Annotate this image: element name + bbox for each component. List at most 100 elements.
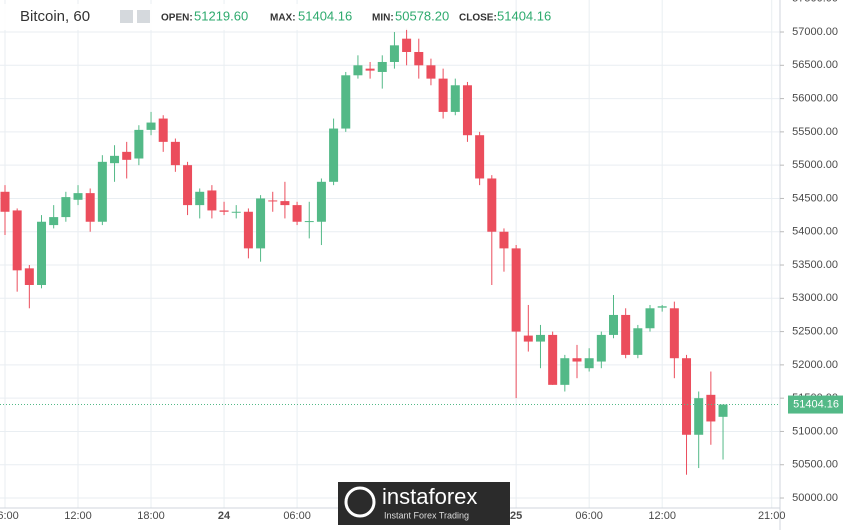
y-tick-label: 52500.00	[792, 325, 838, 337]
candle-body	[195, 191, 205, 206]
y-tick-label: 50500.00	[792, 459, 838, 471]
candle-body	[682, 358, 692, 435]
y-tick-label: 55500.00	[792, 126, 838, 138]
candle-body	[329, 128, 339, 182]
candle-body	[231, 211, 241, 213]
candle-body	[97, 161, 107, 222]
logo: instaforex Instant Forex Trading	[338, 482, 510, 525]
min-value: 50578.20	[395, 8, 449, 23]
open-label: OPEN:	[161, 13, 193, 24]
candle-body	[61, 197, 71, 218]
candle-body	[535, 334, 545, 342]
candle-body	[73, 193, 83, 200]
x-tick-label: 24	[218, 510, 231, 522]
candle-body	[316, 181, 326, 222]
candle-body	[49, 217, 59, 226]
y-tick-label: 57500.00	[792, 0, 838, 5]
header: Bitcoin, 60 OPEN: 51219.60 MAX: 51404.16…	[0, 4, 551, 30]
y-tick-label: 53000.00	[792, 292, 838, 304]
logo-icon	[344, 486, 376, 518]
max-value: 51404.16	[298, 8, 352, 23]
x-tick-label: 21:00	[758, 510, 786, 522]
candle-body	[341, 75, 351, 129]
candle-body	[475, 135, 485, 179]
logo-name: instaforex	[382, 484, 477, 509]
candle-body	[37, 221, 47, 285]
candle-body	[548, 334, 558, 385]
candle-body	[268, 200, 278, 202]
candle-body	[122, 151, 132, 160]
candle-body	[256, 198, 266, 249]
candle-body	[85, 193, 95, 222]
candle-body	[24, 268, 34, 285]
candle-body	[621, 314, 631, 355]
y-tick-label: 54500.00	[792, 192, 838, 204]
candles	[0, 28, 780, 475]
x-tick-label: 12:00	[64, 510, 92, 522]
open-value: 51219.60	[194, 8, 248, 23]
candle-body	[487, 178, 497, 232]
x-tick-label: 18:00	[137, 510, 165, 522]
candle-body	[718, 404, 728, 417]
grid	[0, 0, 780, 508]
x-tick-label: 06:00	[283, 510, 311, 522]
candle-body	[146, 122, 156, 130]
candle-body	[560, 358, 570, 385]
candle-body	[633, 328, 643, 355]
y-tick-label: 57000.00	[792, 26, 838, 38]
y-tick-label: 53500.00	[792, 259, 838, 271]
candle-body	[572, 358, 582, 362]
x-tick-label: 25	[510, 510, 522, 522]
candle-body	[365, 68, 375, 71]
last-price-box	[788, 395, 843, 414]
y-tick-label: 54000.00	[792, 226, 838, 238]
candle-body	[389, 45, 399, 62]
x-tick-label: 06:00	[0, 510, 19, 522]
candle-body	[450, 85, 460, 112]
logo-tagline: Instant Forex Trading	[384, 510, 469, 520]
candle-body	[183, 165, 193, 206]
min-label: MIN:	[372, 13, 394, 24]
max-label: MAX:	[270, 13, 296, 24]
close-value: 51404.16	[497, 8, 551, 23]
y-tick-label: 55000.00	[792, 159, 838, 171]
candle-body	[280, 201, 290, 206]
candle-body	[706, 394, 716, 422]
candle-body	[462, 85, 472, 136]
candle-body	[414, 51, 424, 66]
candle-body	[0, 191, 10, 212]
candle-body	[353, 65, 363, 76]
x-tick-label: 12:00	[648, 510, 676, 522]
candle-body	[438, 78, 448, 112]
header-bg	[0, 4, 500, 30]
candle-body	[377, 61, 387, 72]
candle-body	[523, 335, 533, 342]
candle-body	[657, 306, 667, 308]
candle-body	[645, 308, 655, 329]
candle-body	[511, 248, 521, 332]
y-tick-label: 56500.00	[792, 59, 838, 71]
symbol: Bitcoin, 60	[20, 8, 90, 25]
candle-body	[499, 231, 509, 249]
candle-body	[584, 358, 594, 369]
y-tick-label: 56000.00	[792, 92, 838, 104]
y-tick-label: 52000.00	[792, 359, 838, 371]
close-label: CLOSE:	[459, 13, 497, 24]
last-price-label: 51404.16	[793, 398, 839, 410]
candle-body	[426, 65, 436, 79]
icon[interactable]	[137, 10, 150, 23]
candle-body	[402, 38, 412, 52]
x-tick-label: 06:00	[575, 510, 603, 522]
icon[interactable]	[120, 10, 133, 23]
candle-body	[243, 211, 253, 249]
candle-body	[669, 308, 679, 359]
candle-body	[596, 334, 606, 362]
candle-body	[292, 205, 302, 222]
candle-body	[609, 314, 618, 335]
candle-body	[219, 210, 229, 212]
candle-body	[12, 210, 22, 271]
y-tick-label: 51000.00	[792, 425, 838, 437]
candle-body	[694, 398, 704, 435]
